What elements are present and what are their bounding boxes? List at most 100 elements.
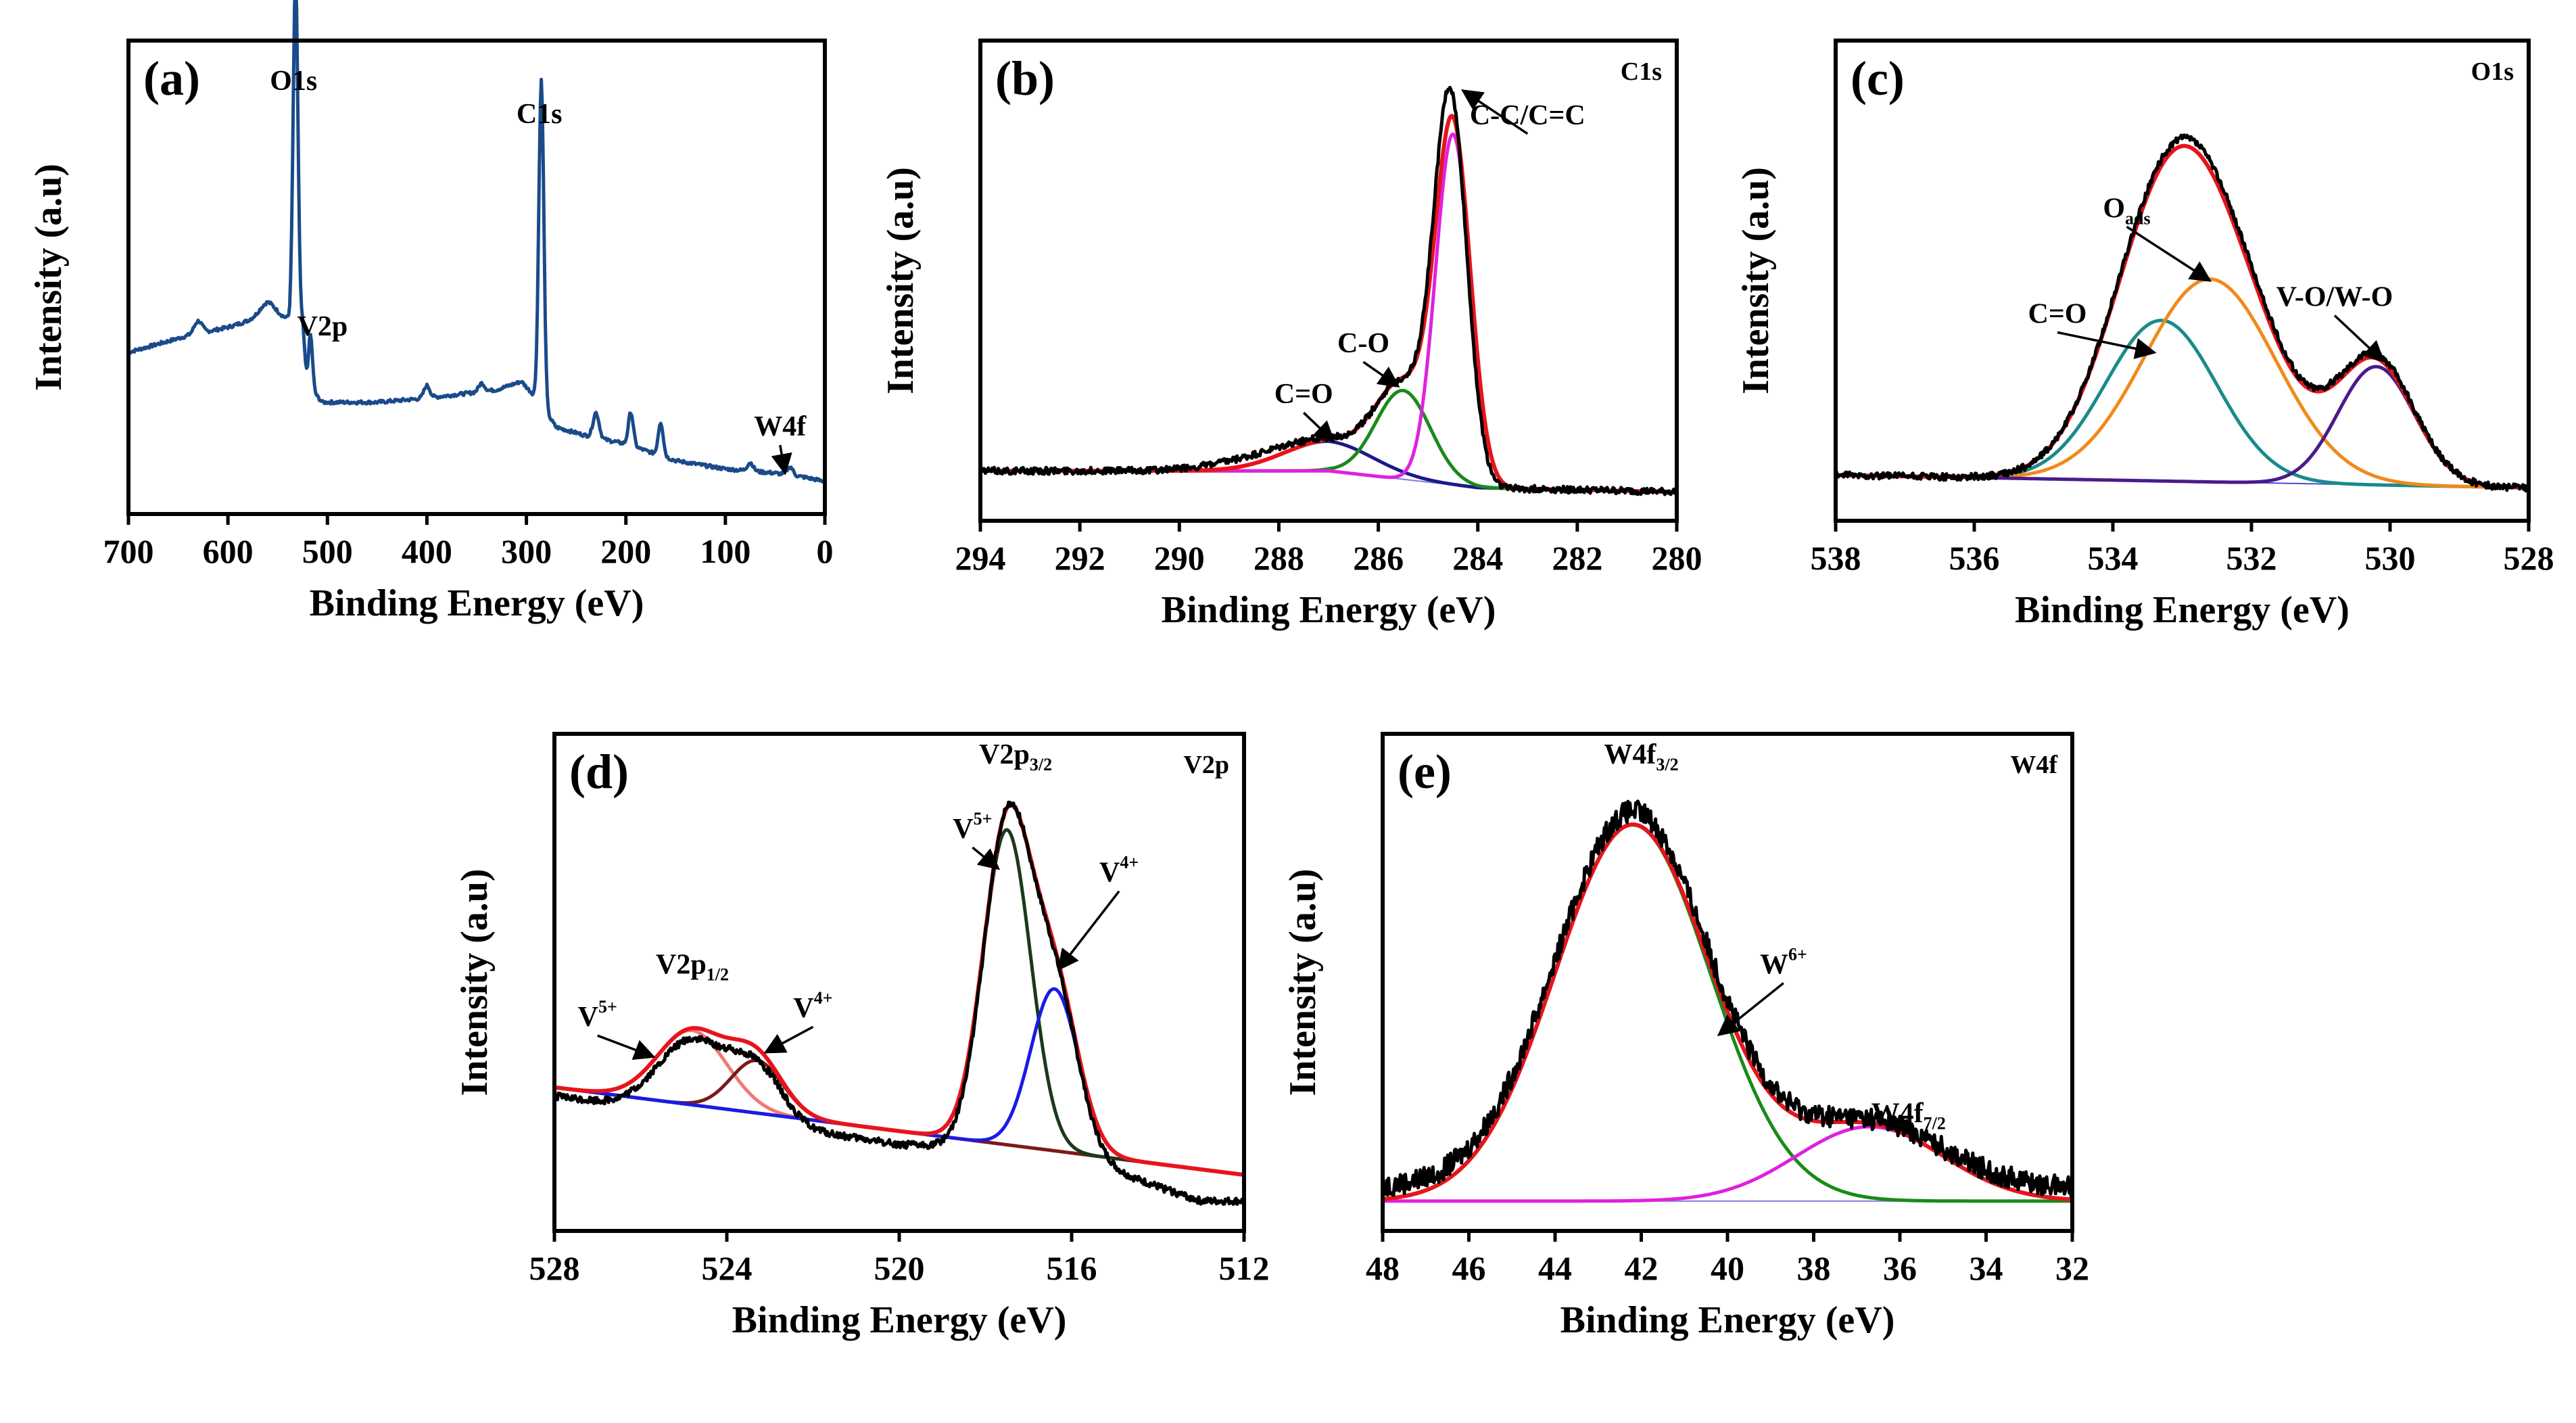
- x-tick-label: 280: [1652, 539, 1702, 577]
- annotation-arrow: [2126, 225, 2212, 282]
- peak-label: W4f7/2: [1871, 1098, 1946, 1133]
- x-tick-label: 40: [1711, 1249, 1744, 1287]
- element-label: W4f: [2010, 751, 2058, 779]
- x-tick-label: 32: [2055, 1249, 2089, 1287]
- x-tick-label: 36: [1883, 1249, 1917, 1287]
- x-tick-label: 500: [302, 532, 353, 570]
- x-tick-label: 44: [1538, 1249, 1572, 1287]
- series-line-v5-2p3-2-: [554, 828, 1245, 1177]
- x-axis: 700 600 500 400 300 200 100 0: [103, 514, 834, 570]
- x-axis-title: Binding Energy (eV): [732, 1299, 1067, 1341]
- peak-label: C1s: [517, 99, 563, 130]
- x-tick-label: 532: [2226, 539, 2277, 577]
- series-line-raw: [1381, 799, 2074, 1199]
- x-tick-label: 288: [1254, 539, 1304, 577]
- plot-area: [127, 0, 826, 484]
- series-line-v5-2p1-2-: [554, 1029, 1245, 1177]
- x-tick-label: 42: [1625, 1249, 1659, 1287]
- x-tick-label: 600: [203, 532, 254, 570]
- peak-label: V5+: [578, 997, 617, 1033]
- x-tick-label: 292: [1055, 539, 1105, 577]
- panel-d: 528 524 520 516 512 Binding Energy (eV) Intens…: [454, 732, 1270, 1341]
- x-tick-label: 400: [402, 532, 452, 570]
- plot-area: [978, 85, 1679, 496]
- peak-label: C-O: [1337, 328, 1389, 359]
- plot-area: [1381, 799, 2074, 1203]
- x-tick-label: 286: [1353, 539, 1404, 577]
- panel-letter: (c): [1851, 51, 1905, 106]
- peak-label: V4+: [793, 988, 832, 1024]
- x-axis-title: Binding Energy (eV): [1560, 1299, 1895, 1341]
- panel-letter: (d): [569, 745, 629, 799]
- x-tick-label: 700: [103, 532, 154, 570]
- peak-label: C=O: [1274, 379, 1333, 410]
- annotation-arrow: [597, 1034, 656, 1060]
- x-tick-label: 528: [2504, 539, 2554, 577]
- peak-label: V4+: [1099, 853, 1139, 889]
- series-line-survey: [127, 0, 826, 484]
- series-line-v4-2p1-2-: [554, 1058, 1245, 1177]
- series-line-o-ads: [1835, 277, 2529, 490]
- series-line-raw: [1834, 133, 2531, 493]
- peak-label: W4f: [754, 411, 807, 442]
- peak-label: C=O: [2028, 298, 2087, 329]
- element-label: C1s: [1621, 57, 1662, 86]
- element-label: V2p: [1183, 751, 1229, 779]
- x-axis-title: Binding Energy (eV): [1162, 589, 1496, 631]
- peak-label: O1s: [270, 66, 317, 97]
- x-axis-title: Binding Energy (eV): [2015, 589, 2350, 631]
- plot-area: [1834, 133, 2531, 493]
- annotation-arrow: [771, 444, 792, 475]
- x-tick-label: 512: [1219, 1249, 1270, 1287]
- annotation-arrow: [1057, 890, 1120, 971]
- series-line-raw: [552, 800, 1246, 1206]
- plot-frame: [978, 39, 1679, 523]
- x-axis-title: Binding Energy (eV): [310, 582, 644, 624]
- x-tick-label: 536: [1949, 539, 2000, 577]
- peak-label: V5+: [953, 809, 992, 845]
- y-axis-title: Intensity (a.u): [454, 868, 496, 1096]
- x-tick-label: 524: [702, 1249, 753, 1287]
- panel-letter: (e): [1398, 745, 1452, 799]
- panel-c: 538 536 534 532 530 528 Binding Energy (eV) Int…: [1735, 39, 2554, 631]
- plot-frame: [126, 39, 827, 516]
- annotation-arrow: [2057, 331, 2157, 359]
- series-line-c-o: [1835, 319, 2529, 490]
- panel-b: 294 292 290 288 286 284 282 280 Binding Energy (…: [880, 39, 1702, 631]
- element-label: O1s: [2471, 57, 2514, 86]
- annotation-arrow: [1303, 411, 1335, 443]
- plot-frame: [552, 732, 1246, 1233]
- series-line-envelope: [1381, 822, 2074, 1202]
- x-tick-label: 48: [1366, 1249, 1400, 1287]
- plot-frame: [1834, 39, 2531, 523]
- series-line-raw: [978, 85, 1679, 496]
- x-tick-label: 100: [700, 532, 750, 570]
- y-axis-title: Intensity (a.u): [1735, 167, 1777, 394]
- x-tick-label: 538: [1811, 539, 1861, 577]
- x-tick-label: 290: [1154, 539, 1205, 577]
- x-tick-label: 34: [1970, 1249, 2003, 1287]
- annotation-arrow: [1362, 360, 1400, 388]
- panel-e: 48 46 44 42 40 38 36 34 32 Binding Energy (eV) Int…: [1282, 732, 2089, 1341]
- annotation-arrow: [1717, 982, 1784, 1037]
- peak-label: V2p3/2: [979, 739, 1052, 774]
- peak-label: V2p1/2: [656, 950, 729, 985]
- x-tick-label: 0: [817, 532, 834, 570]
- x-tick-label: 534: [2088, 539, 2139, 577]
- x-tick-label: 530: [2365, 539, 2416, 577]
- y-axis-title: Intensity (a.u): [1282, 868, 1324, 1096]
- x-tick-label: 528: [529, 1249, 580, 1287]
- panel-letter: (a): [143, 51, 200, 106]
- x-axis: 528 524 520 516 512: [529, 1231, 1270, 1287]
- peak-label: W6+: [1760, 945, 1807, 981]
- x-axis: 294 292 290 288 286 284 282 280: [955, 521, 1702, 577]
- annotation-arrow: [972, 846, 1001, 870]
- y-axis-title: Intensity (a.u): [28, 164, 70, 391]
- panel-a: 700 600 500 400 300 200 100 0 Binding Energy (eV…: [28, 0, 834, 624]
- x-tick-label: 520: [874, 1249, 925, 1287]
- x-axis: 48 46 44 42 40 38 36 34 32: [1366, 1231, 2089, 1287]
- panel-letter: (b): [995, 51, 1055, 106]
- x-tick-label: 46: [1452, 1249, 1486, 1287]
- x-tick-label: 300: [501, 532, 552, 570]
